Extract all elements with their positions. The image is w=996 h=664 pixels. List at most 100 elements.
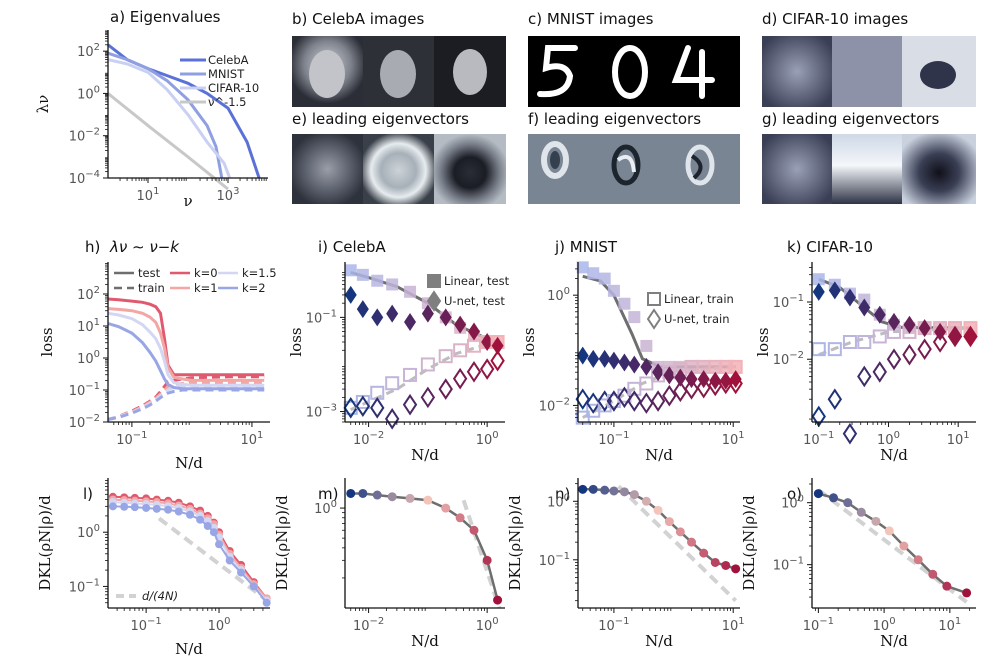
plot-area xyxy=(811,273,978,445)
panel-h-loss-plot: 10−1 101 102 101 100 10−1 10−2 N/d loss testtrain… xyxy=(38,262,277,472)
cifar-image-2 xyxy=(832,36,902,107)
y-tick-label: 10−1 xyxy=(69,381,100,399)
y-tick-label: 10−1 xyxy=(69,577,100,595)
legend-label: MNIST xyxy=(208,67,245,81)
linear-test-marker xyxy=(812,273,825,286)
unet-test-marker xyxy=(454,315,467,334)
y-tick-label: 100 xyxy=(547,286,570,304)
panel-g-title: g) leading eigenvectors xyxy=(762,110,939,128)
panel-h-title: h) xyxy=(85,238,100,256)
dkl-point xyxy=(829,493,839,503)
linear-test-marker xyxy=(709,360,722,373)
unet-train-marker xyxy=(402,393,418,416)
unet-train-marker xyxy=(947,325,963,348)
cifar-image-tiles xyxy=(762,36,976,107)
unet-train-marker xyxy=(384,408,400,430)
dkl-point xyxy=(249,582,258,591)
unet-train-marker xyxy=(639,392,654,414)
x-tick-label: 101 xyxy=(947,430,970,448)
x-axis-label: N/d xyxy=(645,446,673,464)
dkl-point xyxy=(455,513,465,523)
dkl-point xyxy=(609,486,619,496)
dkl-point xyxy=(130,503,139,512)
mnist-eigvec-1-core xyxy=(550,151,560,169)
y-axis-label: loss xyxy=(38,327,56,356)
train-line-k=2 xyxy=(107,388,265,421)
unet-train-marker xyxy=(827,388,843,411)
panel-l-title: l) xyxy=(83,485,93,503)
unet-test-marker xyxy=(663,366,676,385)
legend-label: ν^-1.5 xyxy=(208,95,247,109)
mnist-eigvec-3-shade xyxy=(690,154,703,180)
legend-label: k=1 xyxy=(194,281,218,295)
unet-train-marker xyxy=(662,384,677,407)
plot-area xyxy=(343,264,505,430)
plot-area xyxy=(107,43,261,191)
y-tick-label: 101 xyxy=(77,317,100,335)
unet-test-marker xyxy=(873,305,886,324)
unet-test-marker xyxy=(491,336,504,355)
unet-test-marker xyxy=(640,357,653,376)
dkl-point xyxy=(405,493,415,503)
dkl-point xyxy=(387,492,397,502)
unet-test-marker xyxy=(607,351,620,370)
y-tick-label: 100 xyxy=(77,84,100,102)
unet-test-marker xyxy=(628,355,641,374)
panel-o-title: o) xyxy=(787,485,802,503)
panel-c-title: c) MNIST images xyxy=(528,10,654,28)
linear-test-marker xyxy=(598,272,611,285)
unet-test-marker xyxy=(371,308,384,327)
linear-test-marker xyxy=(685,360,698,373)
mnist-eigvec-2-highlight xyxy=(616,155,636,173)
dkl-point xyxy=(928,569,938,579)
celeba-eigenvectors xyxy=(292,134,506,204)
eigenvalue-line-3 xyxy=(107,92,229,191)
x-axis-label: N/d xyxy=(645,632,673,650)
unet-test-marker xyxy=(903,315,916,334)
dkl-point xyxy=(358,488,368,498)
panel-j-title: j) MNIST xyxy=(554,238,618,256)
celeba-face-2 xyxy=(380,50,416,98)
unet-train-marker xyxy=(479,358,495,380)
y-axis-label: loss xyxy=(287,327,305,356)
linear-test-marker xyxy=(587,267,600,280)
panel-k-title: k) CIFAR-10 xyxy=(787,238,873,256)
y-tick-label: 100 xyxy=(547,492,570,510)
unet-train-marker xyxy=(452,367,468,390)
dkl-point xyxy=(469,525,479,535)
cifar-eigvec-3 xyxy=(902,134,976,204)
x-tick-label: 10−2 xyxy=(353,616,384,634)
unet-train-marker xyxy=(586,392,601,414)
y-tick-label: 10−4 xyxy=(69,169,100,187)
panel-a-title: a) Eigenvalues xyxy=(110,8,221,26)
linear-train-marker xyxy=(842,335,857,349)
eigenvalue-line-2 xyxy=(107,58,232,179)
dkl-point xyxy=(843,498,853,508)
unet-train-marker xyxy=(343,397,358,419)
unet-train-marker xyxy=(684,378,699,400)
linear-test-marker xyxy=(628,311,641,324)
legend-label: d/(4N) xyxy=(142,589,178,603)
x-tick-label: 10−1 xyxy=(116,430,147,448)
legend-label: k=2 xyxy=(242,281,266,295)
unet-test-marker xyxy=(576,346,589,365)
y-axis-label: λν xyxy=(34,95,52,114)
panel-d-title: d) CIFAR-10 images xyxy=(762,10,908,28)
unet-train-marker xyxy=(627,390,642,412)
linear-train-marker xyxy=(453,343,468,358)
y-tick-label: 10−2 xyxy=(69,127,100,145)
y-axis-label: DKL(ρN|ρ)/d xyxy=(273,495,291,591)
legend-label: train xyxy=(138,281,165,295)
x-axis-label: N/d xyxy=(175,454,203,472)
celeba-image-tiles xyxy=(292,36,506,107)
unet-test-marker xyxy=(344,285,357,304)
legend-label: CIFAR-10 xyxy=(208,81,259,95)
linear-train-marker xyxy=(639,376,654,391)
unet-test-marker xyxy=(652,363,665,382)
cifar-frog xyxy=(920,61,956,89)
unet-test-marker xyxy=(404,312,417,331)
unet-test-marker xyxy=(386,304,399,323)
x-axis-label: N/d xyxy=(880,632,908,650)
legend-label: Linear, train xyxy=(664,292,734,306)
